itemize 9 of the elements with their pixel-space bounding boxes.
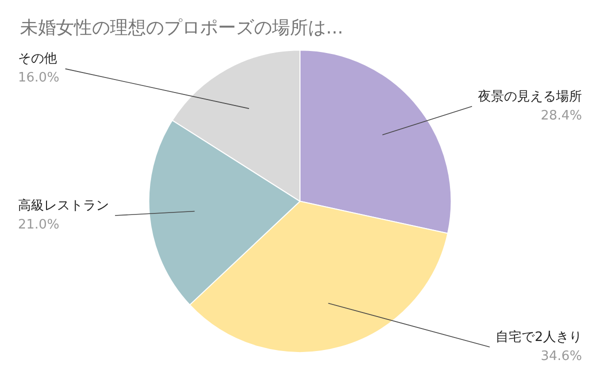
- data-label: 34.6%: [540, 348, 582, 364]
- slice-label: 高級レストラン: [18, 197, 109, 214]
- data-label: 28.4%: [540, 108, 582, 124]
- chart-title: 未婚女性の理想のプロポーズの場所は...: [20, 17, 344, 38]
- slice-label: 夜景の見える場所: [478, 88, 582, 104]
- data-label: 21.0%: [18, 217, 60, 232]
- slice-label: その他: [18, 52, 57, 67]
- slice-label: 自宅で2人きり: [496, 328, 582, 345]
- data-label: 16.0%: [18, 70, 60, 86]
